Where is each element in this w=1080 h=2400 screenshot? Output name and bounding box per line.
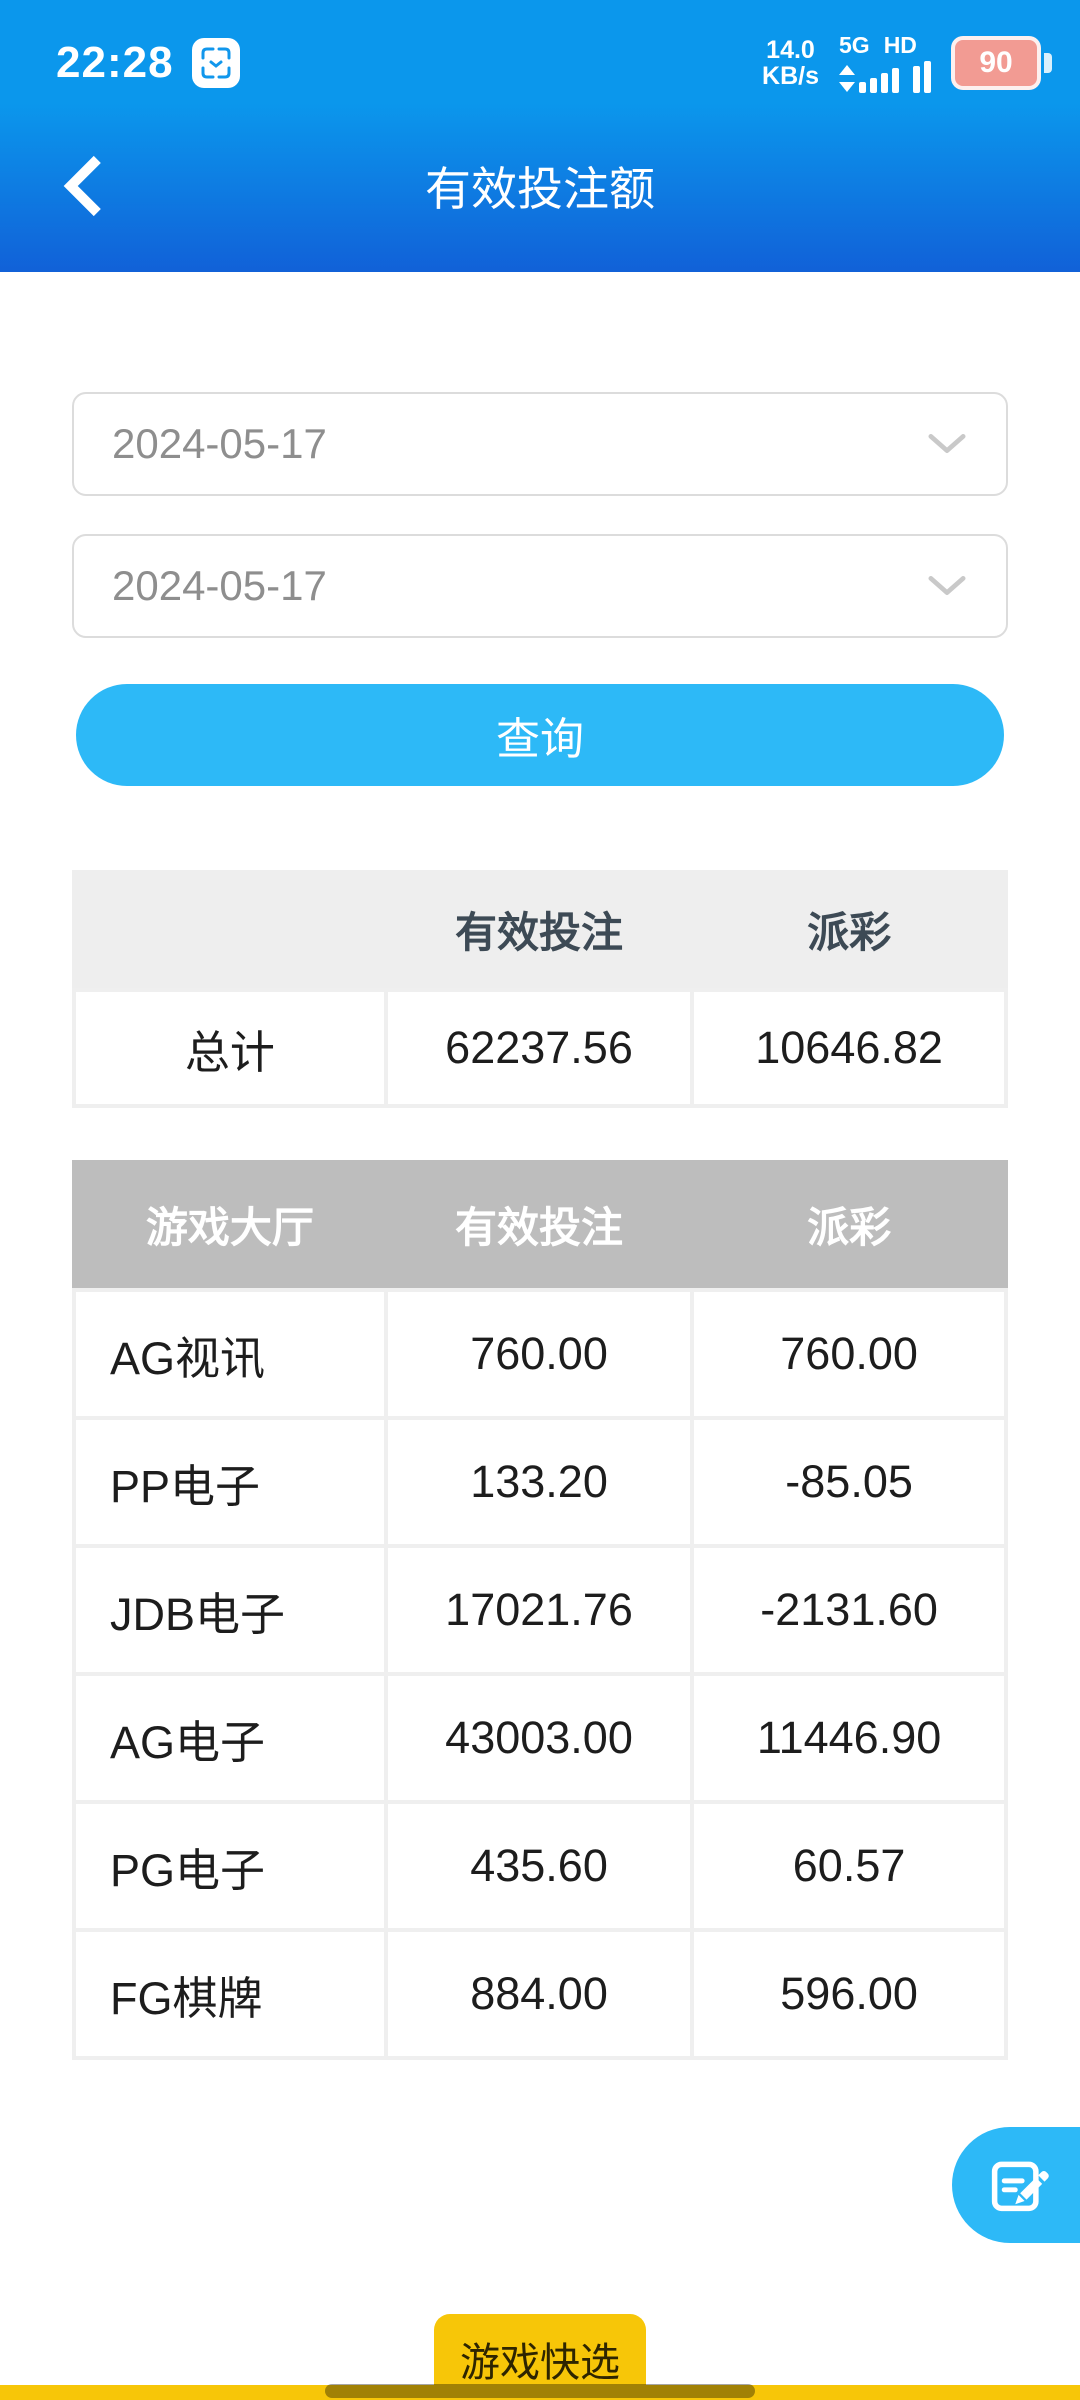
game-quick-select-button[interactable]: 游戏快选 xyxy=(434,2314,646,2400)
table-row: AG视讯 760.00 760.00 xyxy=(76,1292,1004,1416)
edit-fab-button[interactable] xyxy=(952,2127,1080,2243)
cell-hall: PG电子 xyxy=(76,1804,384,1928)
cell-hall: FG棋牌 xyxy=(76,1932,384,2056)
cell-hall: AG电子 xyxy=(76,1676,384,1800)
page-title: 有效投注额 xyxy=(425,163,655,215)
app-badge-icon xyxy=(191,38,240,88)
table-row: PG电子 435.60 60.57 xyxy=(76,1804,1004,1928)
net-speed-value: 14.0 xyxy=(766,35,815,64)
summary-total-label: 总计 xyxy=(76,992,384,1104)
date-from-value: 2024-05-17 xyxy=(112,420,327,467)
battery-percent: 90 xyxy=(979,46,1013,79)
battery-body: 90 xyxy=(951,36,1041,90)
cell-valid-bet: 133.20 xyxy=(387,1420,691,1544)
summary-table-body: 总计 62237.56 10646.82 xyxy=(72,988,1008,1108)
detail-header-payout: 派彩 xyxy=(807,1203,892,1251)
status-right: 14.0 KB/s 5G HD xyxy=(762,31,1052,93)
net-speed-unit: KB/s xyxy=(762,62,819,90)
signal-bars-icon xyxy=(839,60,931,93)
cell-payout: 760.00 xyxy=(694,1292,1004,1416)
cell-payout: 11446.90 xyxy=(694,1676,1004,1800)
edit-note-icon xyxy=(991,2161,1049,2212)
gesture-navigation-bar[interactable] xyxy=(325,2384,755,2398)
page-content: 2024-05-17 2024-05-17 查询 有效投注 派彩 xyxy=(0,272,1080,2060)
status-bar: 22:28 14.0 KB/s xyxy=(0,0,1080,100)
table-row: PP电子 133.20 -85.05 xyxy=(76,1420,1004,1544)
cell-payout: -2131.60 xyxy=(694,1548,1004,1672)
app-header: 22:28 14.0 KB/s xyxy=(0,0,1080,272)
detail-table-body: AG视讯 760.00 760.00 PP电子 133.20 -85.05 JD… xyxy=(72,1288,1008,2060)
net-speed: 14.0 KB/s xyxy=(762,35,819,90)
battery-icon: 90 xyxy=(951,36,1052,90)
status-time: 22:28 xyxy=(56,38,174,87)
detail-header-valid-bet: 有效投注 xyxy=(455,1203,624,1251)
sim2-network-label: HD xyxy=(883,31,917,58)
cell-valid-bet: 435.60 xyxy=(387,1804,691,1928)
table-row: FG棋牌 884.00 596.00 xyxy=(76,1932,1004,2056)
summary-header-valid-bet: 有效投注 xyxy=(455,908,624,956)
summary-table-header: 有效投注 派彩 xyxy=(72,870,1008,988)
cell-hall: AG视讯 xyxy=(76,1292,384,1416)
cell-valid-bet: 884.00 xyxy=(387,1932,691,2056)
network-type-labels: 5G HD xyxy=(839,31,917,58)
cell-payout: -85.05 xyxy=(694,1420,1004,1544)
cell-hall: PP电子 xyxy=(76,1420,384,1544)
nav-bar: 有效投注额 xyxy=(0,100,1080,272)
chevron-down-icon xyxy=(928,434,966,454)
date-from-select[interactable]: 2024-05-17 xyxy=(72,392,1008,496)
detail-header-hall: 游戏大厅 xyxy=(145,1203,314,1251)
sim1-network-label: 5G xyxy=(839,31,870,58)
chevron-down-icon xyxy=(928,576,966,596)
summary-table: 有效投注 派彩 总计 62237.56 10646.82 xyxy=(72,870,1008,1108)
cell-payout: 60.57 xyxy=(694,1804,1004,1928)
chevron-left-icon xyxy=(63,155,101,217)
cell-valid-bet: 43003.00 xyxy=(387,1676,691,1800)
table-row: JDB电子 17021.76 -2131.60 xyxy=(76,1548,1004,1672)
date-to-select[interactable]: 2024-05-17 xyxy=(72,534,1008,638)
table-row: AG电子 43003.00 11446.90 xyxy=(76,1676,1004,1800)
summary-total-valid-bet: 62237.56 xyxy=(387,992,691,1104)
date-to-value: 2024-05-17 xyxy=(112,562,327,609)
status-left: 22:28 xyxy=(56,38,240,88)
up-down-arrows-icon xyxy=(839,64,855,92)
detail-table: 游戏大厅 有效投注 派彩 AG视讯 760.00 760.00 PP电子 xyxy=(72,1160,1008,2060)
detail-table-header: 游戏大厅 有效投注 派彩 xyxy=(72,1160,1008,1288)
cell-valid-bet: 17021.76 xyxy=(387,1548,691,1672)
summary-total-row: 总计 62237.56 10646.82 xyxy=(76,992,1004,1104)
summary-total-payout: 10646.82 xyxy=(694,992,1004,1104)
cell-valid-bet: 760.00 xyxy=(387,1292,691,1416)
summary-header-payout: 派彩 xyxy=(807,908,892,956)
cell-payout: 596.00 xyxy=(694,1932,1004,2056)
battery-nub xyxy=(1044,53,1052,73)
back-button[interactable] xyxy=(62,155,106,217)
cell-hall: JDB电子 xyxy=(76,1548,384,1672)
query-button[interactable]: 查询 xyxy=(76,684,1004,786)
signal-indicator: 5G HD xyxy=(839,31,931,93)
